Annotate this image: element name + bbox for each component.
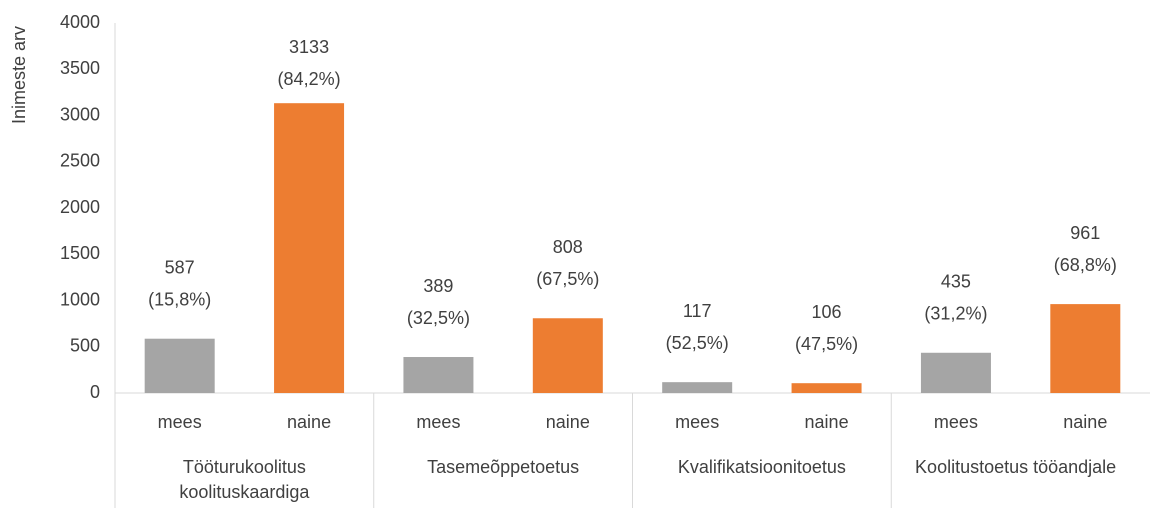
percentage-label: (47,5%) <box>795 334 858 354</box>
bar <box>662 382 733 393</box>
percentage-label: (67,5%) <box>536 269 599 289</box>
data-label: 961 <box>1070 223 1100 243</box>
data-label: 3133 <box>289 37 329 57</box>
bar <box>532 318 603 393</box>
bar <box>403 357 474 393</box>
data-label: 435 <box>941 272 971 292</box>
y-tick-label: 0 <box>90 382 100 402</box>
percentage-label: (15,8%) <box>148 289 211 309</box>
x-tick-label: naine <box>287 412 331 432</box>
bar <box>791 383 862 393</box>
y-tick-label: 2500 <box>60 151 100 171</box>
x-tick-label: naine <box>546 412 590 432</box>
x-tick-label: mees <box>416 412 460 432</box>
y-tick-label: 2000 <box>60 197 100 217</box>
percentage-label: (52,5%) <box>666 333 729 353</box>
y-tick-label: 1000 <box>60 289 100 309</box>
data-label: 106 <box>812 302 842 322</box>
y-tick-label: 3500 <box>60 58 100 78</box>
data-label: 808 <box>553 237 583 257</box>
group-label: Kvalifikatsioonitoetus <box>678 457 846 477</box>
bar <box>144 338 215 393</box>
group-label: Tasemeõppetoetus <box>427 457 579 477</box>
x-tick-label: mees <box>934 412 978 432</box>
x-tick-label: naine <box>805 412 849 432</box>
x-tick-label: naine <box>1063 412 1107 432</box>
y-tick-label: 3000 <box>60 104 100 124</box>
data-label: 117 <box>683 301 712 321</box>
bar <box>920 352 991 393</box>
bar <box>274 103 345 393</box>
percentage-label: (68,8%) <box>1054 255 1117 275</box>
y-tick-label: 500 <box>70 336 100 356</box>
y-tick-label: 4000 <box>60 12 100 32</box>
bar <box>1050 304 1121 393</box>
group-label: Koolitustoetus tööandjale <box>915 457 1116 477</box>
data-label: 389 <box>423 276 453 296</box>
x-tick-label: mees <box>675 412 719 432</box>
y-axis-label: Inimeste arv <box>9 26 29 124</box>
group-label: koolituskaardiga <box>179 482 310 502</box>
y-tick-label: 1500 <box>60 243 100 263</box>
group-label: Tööturukoolitus <box>183 457 306 477</box>
data-label: 587 <box>165 257 195 277</box>
percentage-label: (32,5%) <box>407 308 470 328</box>
percentage-label: (31,2%) <box>924 304 987 324</box>
percentage-label: (84,2%) <box>278 69 341 89</box>
x-tick-label: mees <box>158 412 202 432</box>
